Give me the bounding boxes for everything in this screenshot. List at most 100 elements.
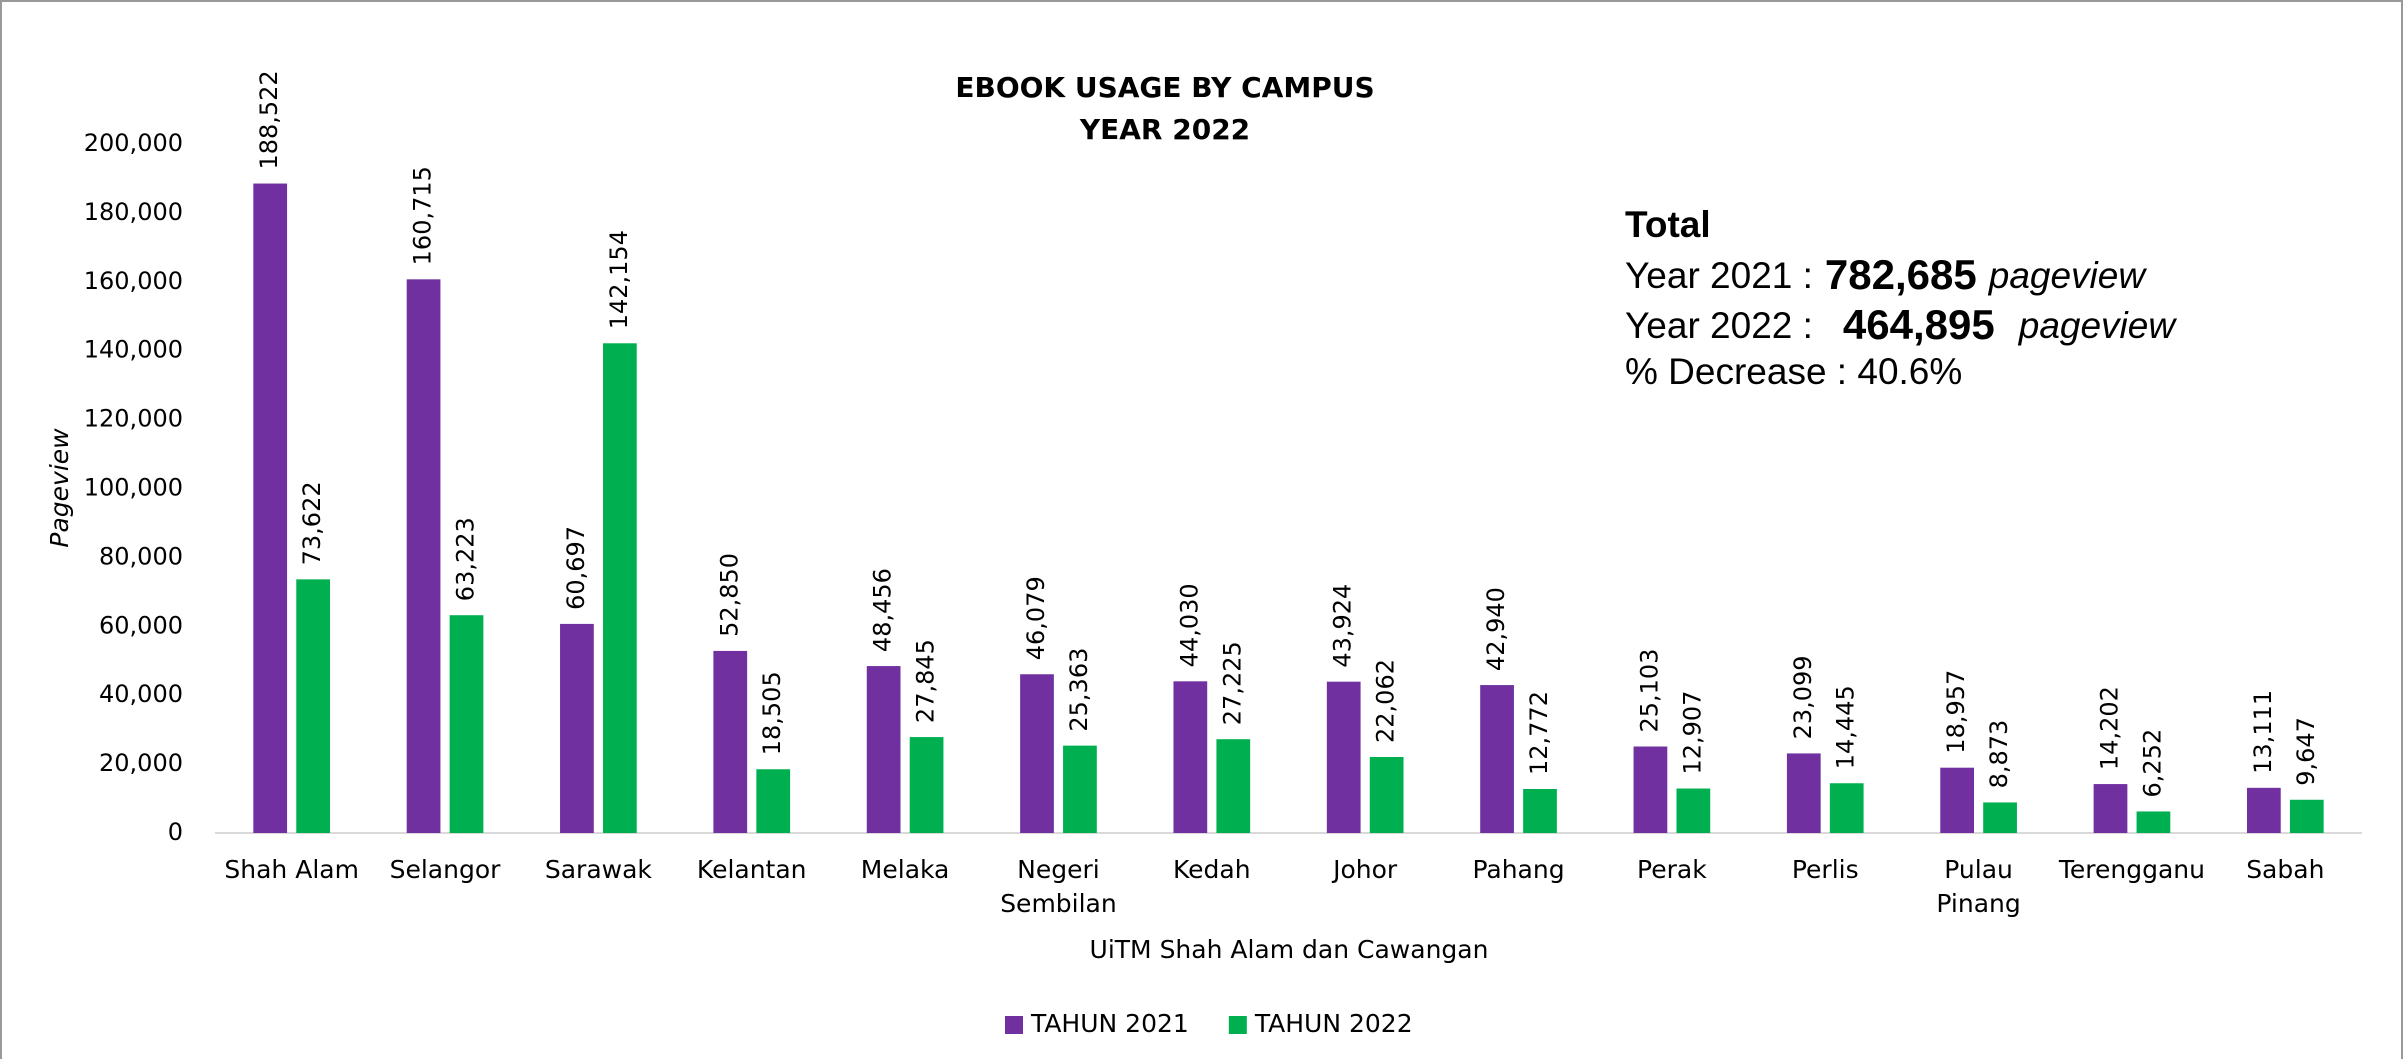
x-tick-label-box: Sarawak: [545, 855, 652, 884]
bar: [2093, 784, 2128, 833]
value-label: 43,924: [1329, 584, 1357, 668]
bar: [1326, 681, 1361, 833]
x-tick-label-box: Selangor: [389, 855, 501, 884]
x-tick-label-box: Johor: [1333, 855, 1398, 884]
value-label: 22,062: [1372, 659, 1400, 743]
value-label: 25,363: [1065, 648, 1093, 732]
bar: [756, 769, 791, 833]
x-tick-label-box: Perak: [1637, 855, 1707, 884]
y-tick-label: 180,000: [84, 198, 183, 226]
bar: [2136, 811, 2171, 833]
annotation-line: Year 2021 : 782,685 pageview: [1625, 251, 2147, 298]
value-label: 12,907: [1678, 691, 1706, 775]
bar: [1369, 756, 1404, 833]
x-tick-label-box: Shah Alam: [224, 855, 359, 884]
bar: [1216, 739, 1251, 833]
bar: [866, 666, 901, 833]
x-tick-label: Kedah: [1173, 855, 1251, 884]
x-tick-label-box: Kedah: [1173, 855, 1251, 884]
annotation-value: 464,895: [1843, 301, 1995, 348]
y-tick-label: 80,000: [99, 542, 183, 570]
bar: [1020, 674, 1054, 833]
annotation-unit: pageview: [2018, 305, 2178, 346]
bar: [1633, 746, 1668, 833]
value-label: 52,850: [715, 553, 743, 637]
y-tick-label: 140,000: [84, 336, 183, 364]
value-label: 160,715: [409, 166, 437, 265]
bar: [449, 615, 484, 833]
x-tick-label-box: Negeri Sembilan: [1000, 855, 1117, 918]
x-tick-label-box: Terengganu: [2058, 855, 2205, 884]
bar: [1983, 802, 2017, 833]
bar: [1786, 753, 1821, 833]
bar: [1063, 745, 1097, 833]
annotation-decrease: % Decrease : 40.6%: [1625, 351, 1962, 392]
annotation-label: Year 2022 :: [1625, 305, 1813, 346]
bar: [1173, 681, 1208, 833]
x-tick-label: Shah Alam: [224, 855, 359, 884]
annotation-value: 782,685: [1825, 251, 1977, 298]
x-tick-label: Pulau Pinang: [1936, 855, 2021, 918]
y-tick-label: 100,000: [84, 474, 183, 502]
annotation-unit: pageview: [1988, 255, 2148, 296]
x-tick-label-box: Melaka: [860, 855, 950, 884]
value-label: 25,103: [1635, 649, 1663, 733]
legend-label: TAHUN 2021: [1030, 1009, 1189, 1038]
bar: [2246, 787, 2281, 833]
y-tick-label: 120,000: [84, 405, 183, 433]
value-label: 73,622: [298, 481, 326, 565]
y-tick-label: 20,000: [99, 749, 183, 777]
annotation-label: Year 2021 :: [1625, 255, 1813, 296]
bar: [2289, 799, 2324, 833]
x-tick-label: Kelantan: [696, 855, 807, 884]
x-tick-label-box: Kelantan: [696, 855, 807, 884]
x-tick-label: Selangor: [389, 855, 501, 884]
legend-swatch: [1228, 1016, 1247, 1034]
bar: [1676, 788, 1711, 833]
bar: [1523, 789, 1557, 833]
annotation-line: Year 2022 : 464,895 pageview: [1625, 301, 2177, 348]
value-label: 18,505: [758, 671, 786, 755]
value-label: 9,647: [2292, 717, 2320, 786]
chart-title: EBOOK USAGE BY CAMPUS: [955, 71, 1374, 104]
bar: [253, 183, 288, 833]
value-label: 27,225: [1218, 641, 1246, 725]
x-tick-label-box: Pahang: [1472, 855, 1565, 884]
value-label: 142,154: [605, 230, 633, 329]
value-label: 6,252: [2138, 729, 2166, 798]
bar: [602, 343, 637, 833]
x-tick-label-box: Sabah: [2246, 855, 2325, 884]
value-label: 8,873: [1985, 720, 2013, 789]
y-tick-label: 40,000: [99, 680, 183, 708]
value-label: 44,030: [1175, 583, 1203, 667]
x-tick-label: Perak: [1637, 855, 1707, 884]
value-label: 42,940: [1482, 587, 1510, 671]
x-tick-label: Pahang: [1472, 855, 1565, 884]
x-tick-label: Negeri Sembilan: [1000, 855, 1117, 918]
bar: [1829, 783, 1864, 833]
y-tick-label: 200,000: [84, 129, 183, 157]
x-tick-label: Sabah: [2246, 855, 2325, 884]
x-tick-label-box: Perlis: [1791, 855, 1859, 884]
bar: [560, 623, 594, 833]
x-tick-label-box: Pulau Pinang: [1936, 855, 2021, 918]
bar: [296, 579, 331, 833]
value-label: 60,697: [562, 526, 590, 610]
value-label: 18,957: [1942, 670, 1970, 754]
value-label: 14,445: [1832, 685, 1860, 769]
y-tick-label: 160,000: [84, 267, 183, 295]
x-tick-label: Johor: [1333, 855, 1398, 884]
x-tick-label: Melaka: [860, 855, 950, 884]
legend-label: TAHUN 2022: [1254, 1009, 1413, 1038]
x-tick-label: Terengganu: [2058, 855, 2205, 884]
chart-subtitle: YEAR 2022: [1079, 113, 1250, 146]
x-axis-label: UiTM Shah Alam dan Cawangan: [1090, 935, 1489, 964]
value-label: 63,223: [452, 517, 480, 601]
y-tick-label: 0: [168, 818, 183, 846]
x-tick-label: Perlis: [1791, 855, 1859, 884]
bar: [406, 279, 441, 834]
legend-swatch: [1005, 1016, 1023, 1034]
value-label: 12,772: [1525, 691, 1553, 775]
